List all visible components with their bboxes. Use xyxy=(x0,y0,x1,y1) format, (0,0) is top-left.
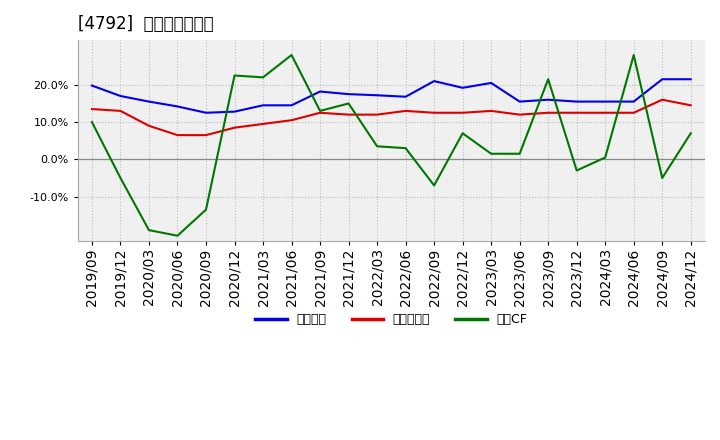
営業CF xyxy=(316,108,325,114)
営業CF xyxy=(686,131,695,136)
当期純利益 xyxy=(544,110,552,115)
当期純利益 xyxy=(116,108,125,114)
当期純利益 xyxy=(145,123,153,128)
営業CF xyxy=(401,146,410,151)
経常利益 xyxy=(658,77,667,82)
経常利益 xyxy=(459,85,467,91)
経常利益 xyxy=(258,103,267,108)
営業CF xyxy=(601,155,610,160)
当期純利益 xyxy=(401,108,410,114)
営業CF xyxy=(287,52,296,58)
営業CF xyxy=(658,175,667,180)
営業CF xyxy=(173,233,181,238)
経常利益 xyxy=(401,94,410,99)
当期純利益 xyxy=(430,110,438,115)
経常利益 xyxy=(173,104,181,109)
経常利益 xyxy=(116,93,125,99)
Line: 営業CF: 営業CF xyxy=(92,55,690,236)
Legend: 経常利益, 当期純利益, 営業CF: 経常利益, 当期純利益, 営業CF xyxy=(251,308,532,331)
営業CF xyxy=(544,77,552,82)
当期純利益 xyxy=(487,108,495,114)
Text: [4792]  マージンの推移: [4792] マージンの推移 xyxy=(78,15,213,33)
営業CF xyxy=(373,143,382,149)
当期純利益 xyxy=(344,112,353,117)
当期純利益 xyxy=(202,132,210,138)
当期純利益 xyxy=(316,110,325,115)
経常利益 xyxy=(373,92,382,98)
経常利益 xyxy=(145,99,153,104)
営業CF xyxy=(459,131,467,136)
Line: 経常利益: 経常利益 xyxy=(92,79,690,113)
営業CF xyxy=(516,151,524,156)
当期純利益 xyxy=(459,110,467,115)
営業CF xyxy=(572,168,581,173)
営業CF xyxy=(88,119,96,125)
当期純利益 xyxy=(601,110,610,115)
経常利益 xyxy=(487,81,495,86)
当期純利益 xyxy=(258,121,267,127)
営業CF xyxy=(344,101,353,106)
経常利益 xyxy=(230,109,239,114)
営業CF xyxy=(116,175,125,180)
当期純利益 xyxy=(629,110,638,115)
経常利益 xyxy=(572,99,581,104)
経常利益 xyxy=(516,99,524,104)
経常利益 xyxy=(287,103,296,108)
経常利益 xyxy=(430,78,438,84)
経常利益 xyxy=(202,110,210,115)
当期純利益 xyxy=(230,125,239,130)
営業CF xyxy=(487,151,495,156)
営業CF xyxy=(629,52,638,58)
当期純利益 xyxy=(572,110,581,115)
当期純利益 xyxy=(287,117,296,123)
当期純利益 xyxy=(173,132,181,138)
経常利益 xyxy=(601,99,610,104)
Line: 当期純利益: 当期純利益 xyxy=(92,100,690,135)
営業CF xyxy=(202,207,210,212)
営業CF xyxy=(145,227,153,233)
営業CF xyxy=(258,75,267,80)
経常利益 xyxy=(629,99,638,104)
経常利益 xyxy=(544,97,552,103)
当期純利益 xyxy=(686,103,695,108)
当期純利益 xyxy=(516,112,524,117)
当期純利益 xyxy=(373,112,382,117)
経常利益 xyxy=(88,83,96,88)
経常利益 xyxy=(344,92,353,97)
当期純利益 xyxy=(658,97,667,103)
当期純利益 xyxy=(88,106,96,112)
経常利益 xyxy=(316,89,325,94)
営業CF xyxy=(230,73,239,78)
経常利益 xyxy=(686,77,695,82)
営業CF xyxy=(430,183,438,188)
